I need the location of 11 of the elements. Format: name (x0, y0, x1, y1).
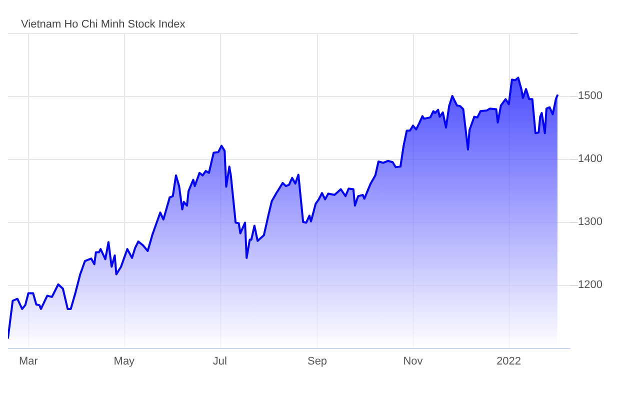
x-tick-label: Sep (307, 356, 328, 368)
x-tick-label: Jul (212, 356, 227, 368)
y-tick-label: 1300 (578, 216, 602, 228)
y-tick-label: 1500 (578, 90, 602, 102)
x-tick-label: Nov (403, 356, 424, 368)
x-tick-label: Mar (18, 356, 38, 368)
y-tick-label: 1200 (578, 279, 602, 291)
chart-title: Vietnam Ho Chi Minh Stock Index (21, 18, 186, 30)
x-tick-label: 2022 (496, 356, 522, 368)
x-tick-label: May (114, 356, 136, 368)
y-tick-label: 1400 (578, 153, 602, 165)
